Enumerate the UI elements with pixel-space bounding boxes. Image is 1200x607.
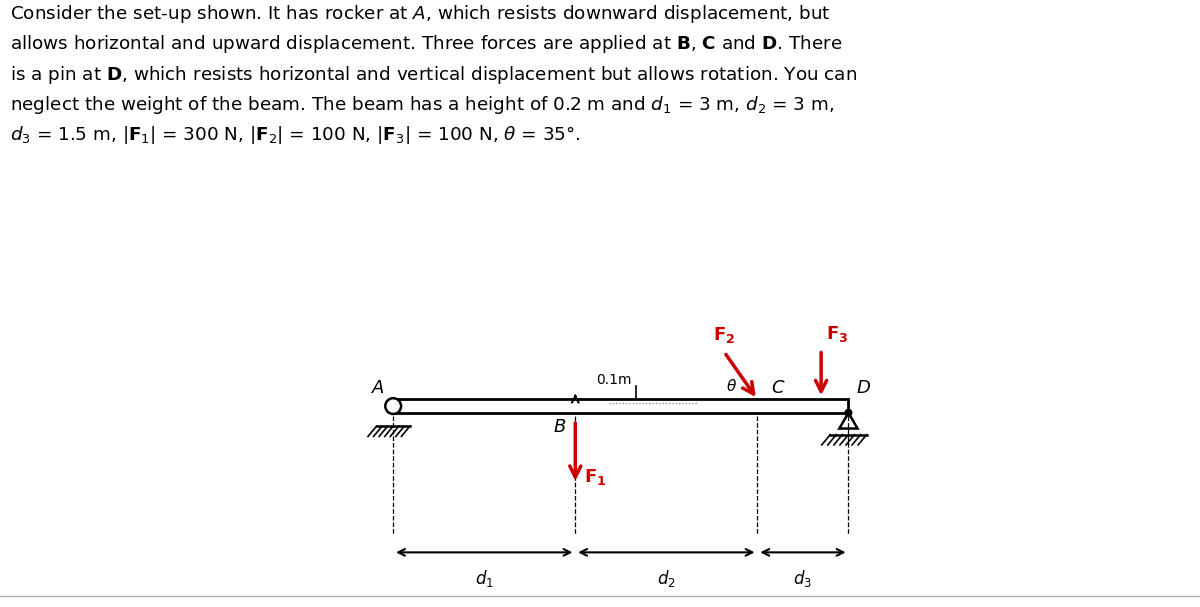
Text: $d_1$: $d_1$ [475,568,493,589]
Text: $\theta$: $\theta$ [726,378,738,394]
Circle shape [385,398,401,414]
Text: $\mathit{D}$: $\mathit{D}$ [856,379,871,397]
Text: $\mathit{C}$: $\mathit{C}$ [770,379,785,397]
Text: $\mathbf{F_1}$: $\mathbf{F_1}$ [583,467,606,487]
Text: $\mathbf{F_2}$: $\mathbf{F_2}$ [713,325,736,345]
Text: $\mathit{A}$: $\mathit{A}$ [371,379,385,397]
Text: $\mathbf{F_3}$: $\mathbf{F_3}$ [826,324,848,344]
Circle shape [845,409,852,416]
Text: $\mathit{B}$: $\mathit{B}$ [553,418,566,436]
Text: 0.1m: 0.1m [595,373,631,387]
Text: $d_2$: $d_2$ [656,568,676,589]
Bar [394,399,848,413]
Text: $d_3$: $d_3$ [793,568,812,589]
Text: Consider the set-up shown. It has rocker at $\mathit{A}$, which resists downward: Consider the set-up shown. It has rocker… [10,3,857,146]
